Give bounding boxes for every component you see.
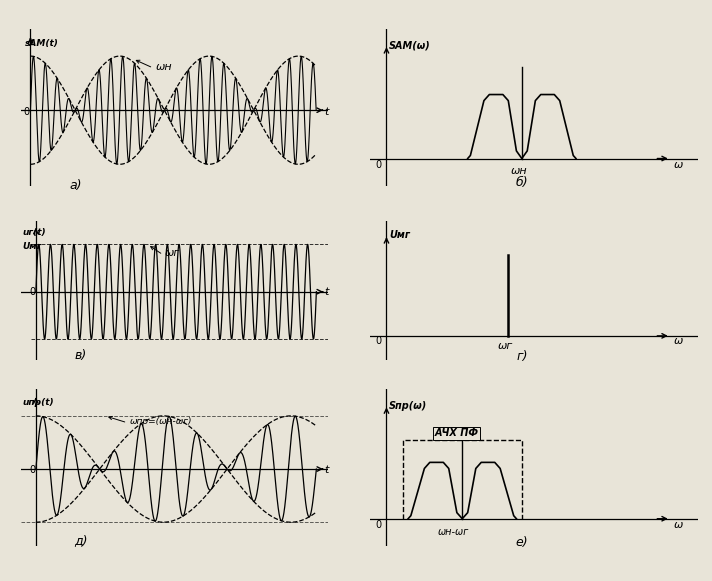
Text: Sпр(ω): Sпр(ω) [389, 401, 427, 411]
Text: в): в) [74, 349, 87, 362]
Text: t: t [324, 288, 328, 297]
Text: б): б) [515, 176, 528, 189]
Text: 0: 0 [376, 160, 382, 170]
Text: $\omega$: $\omega$ [674, 336, 684, 346]
Text: a): a) [70, 178, 82, 192]
Text: t: t [324, 465, 328, 475]
Text: t: t [324, 106, 328, 117]
Text: 0: 0 [376, 336, 382, 346]
Text: ωн: ωн [155, 62, 172, 71]
Text: 0: 0 [29, 288, 36, 297]
Text: uг(t): uг(t) [23, 228, 46, 237]
Text: 0: 0 [29, 465, 36, 475]
Text: sАМ(t): sАМ(t) [25, 40, 58, 48]
Text: $\omega$: $\omega$ [674, 520, 684, 530]
Text: д): д) [74, 535, 88, 547]
Text: $\omega$: $\omega$ [674, 160, 684, 170]
Text: АЧХ ПФ: АЧХ ПФ [435, 428, 479, 439]
Text: ωпр=(ωн-ωг): ωпр=(ωн-ωг) [130, 417, 192, 426]
Text: е): е) [515, 536, 528, 549]
Text: ωг: ωг [498, 342, 513, 352]
Text: ωн-ωг: ωн-ωг [438, 528, 469, 537]
Text: Uмг: Uмг [23, 242, 42, 251]
Text: ωн: ωн [511, 166, 528, 175]
Text: г): г) [516, 350, 528, 363]
Text: SАМ(ω): SАМ(ω) [389, 41, 431, 51]
Text: ωг: ωг [165, 248, 181, 258]
Text: uпр(t): uпр(t) [23, 398, 54, 407]
Text: 0: 0 [376, 520, 382, 530]
Text: 0: 0 [23, 106, 30, 117]
Text: Uмг: Uмг [389, 231, 410, 241]
